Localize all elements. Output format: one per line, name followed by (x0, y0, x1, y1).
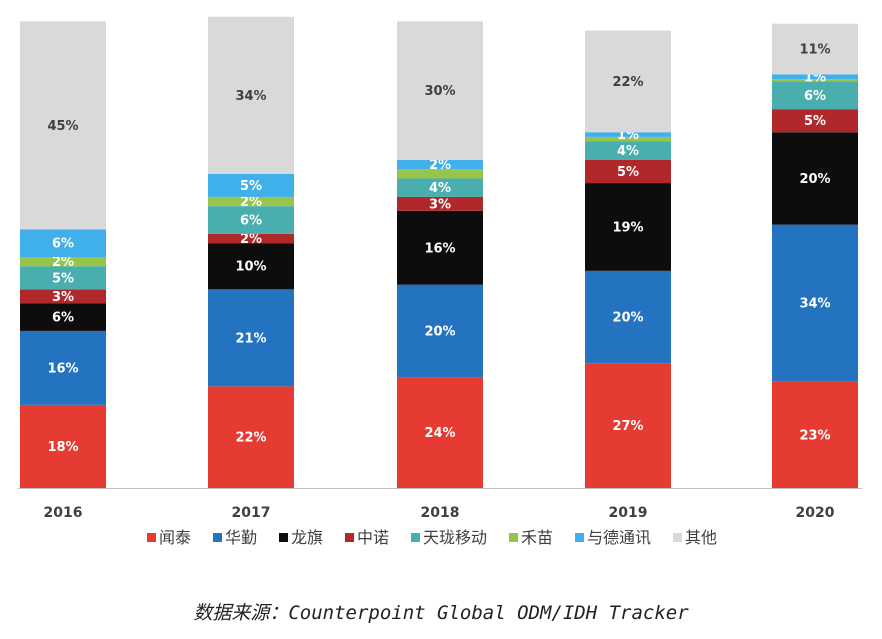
bar-segment-2020-0 (772, 381, 858, 488)
bar-segment-2016-4 (20, 266, 106, 290)
bar-segment-2018-6 (397, 159, 483, 170)
data-label: 18% (47, 440, 78, 455)
bar-segment-2019-3 (585, 159, 671, 184)
x-tick-label: 2018 (421, 505, 460, 521)
data-label: 16% (47, 361, 78, 376)
data-label: 5% (52, 271, 74, 286)
bar-segment-2017-2 (208, 243, 294, 290)
data-label: 2% (240, 195, 262, 210)
bar-segment-2018-7 (397, 21, 483, 160)
bar-segment-2017-3 (208, 233, 294, 244)
bar-segment-2020-1 (772, 224, 858, 382)
bar-segment-2017-5 (208, 196, 294, 207)
data-label: 6% (52, 237, 74, 252)
data-label: 22% (612, 75, 643, 90)
bar-segment-2016-6 (20, 229, 106, 257)
data-label: 45% (47, 119, 78, 134)
data-label: 5% (240, 179, 262, 194)
bar-segment-2016-2 (20, 303, 106, 331)
legend-swatch (411, 533, 420, 542)
bar-segment-2018-1 (397, 284, 483, 378)
data-label: 6% (804, 89, 826, 104)
data-label: 11% (799, 43, 830, 58)
x-tick-label: 2020 (796, 505, 835, 521)
data-label: 10% (235, 260, 266, 275)
data-label: 21% (235, 331, 266, 346)
data-label: 2% (429, 158, 451, 173)
bar-segment-2016-5 (20, 257, 106, 267)
legend-label: 天珑移动 (423, 528, 487, 547)
legend-label: 龙旗 (291, 528, 323, 547)
data-label: 24% (424, 426, 455, 441)
legend-swatch (345, 533, 354, 542)
data-label: 20% (424, 324, 455, 339)
bar-segment-2018-0 (397, 377, 483, 488)
bar-segment-2018-4 (397, 178, 483, 197)
bar-segment-2020-2 (772, 132, 858, 225)
data-label: 16% (424, 241, 455, 256)
legend-swatch (509, 533, 518, 542)
bar-segment-2019-4 (585, 141, 671, 160)
bar-segment-2017-0 (208, 386, 294, 488)
data-label: 30% (424, 84, 455, 99)
bar-segment-2020-6 (772, 74, 858, 80)
bar-segment-2016-1 (20, 330, 106, 405)
data-label: 3% (429, 197, 451, 212)
data-label: 5% (617, 165, 639, 180)
data-label: 34% (235, 89, 266, 104)
legend-swatch (279, 533, 288, 542)
data-label: 3% (52, 290, 74, 305)
bar-segment-2020-7 (772, 23, 858, 75)
data-label: 2% (240, 232, 262, 247)
bar-segment-2019-2 (585, 183, 671, 271)
data-label: 4% (429, 181, 451, 196)
bar-segment-2017-4 (208, 206, 294, 234)
bar-segment-2016-0 (20, 404, 106, 488)
data-label: 4% (617, 144, 639, 159)
bar-segment-2019-6 (585, 132, 671, 137)
bar-segment-2018-3 (397, 196, 483, 211)
data-label: 20% (612, 311, 643, 326)
legend-label: 其他 (685, 528, 717, 547)
bar-segment-2020-5 (772, 79, 858, 82)
bar-segment-2017-7 (208, 16, 294, 174)
bar-segment-2019-1 (585, 270, 671, 364)
data-label: 34% (799, 297, 830, 312)
bar-segment-2019-7 (585, 30, 671, 133)
bar-segment-2017-6 (208, 173, 294, 197)
bar-segment-2016-7 (20, 21, 106, 230)
bar-segment-2018-2 (397, 210, 483, 285)
bar-segment-2020-4 (772, 81, 858, 110)
legend-label: 闻泰 (159, 528, 191, 547)
bar-segment-2018-5 (397, 169, 483, 179)
legend-swatch (147, 533, 156, 542)
data-label: 2% (52, 255, 74, 270)
bar-segment-2017-1 (208, 289, 294, 387)
legend-swatch (673, 533, 682, 542)
data-label: 6% (52, 311, 74, 326)
data-label: 23% (799, 428, 830, 443)
legend-swatch (213, 533, 222, 542)
data-label: 27% (612, 419, 643, 434)
bar-segment-2019-5 (585, 136, 671, 142)
x-tick-label: 2016 (44, 505, 83, 521)
data-label: 22% (235, 431, 266, 446)
x-tick-label: 2017 (232, 505, 271, 521)
legend-label: 华勤 (225, 528, 257, 547)
legend-label: 中诺 (357, 528, 389, 547)
bar-segment-2020-3 (772, 109, 858, 133)
legend-swatch (575, 533, 584, 542)
source-note: 数据来源：Counterpoint Global ODM/IDH Tracker (193, 602, 689, 624)
legend-label: 与德通讯 (587, 528, 651, 547)
legend-label: 禾苗 (521, 528, 553, 547)
x-tick-label: 2019 (609, 505, 648, 521)
bar-segment-2016-3 (20, 289, 106, 304)
data-label: 6% (240, 214, 262, 229)
data-label: 20% (799, 172, 830, 187)
stacked-bar-chart: 18%16%6%3%5%2%6%45%201622%21%10%2%6%2%5%… (18, 16, 862, 547)
bar-segment-2019-0 (585, 363, 671, 488)
data-label: 5% (804, 114, 826, 129)
data-label: 19% (612, 220, 643, 235)
